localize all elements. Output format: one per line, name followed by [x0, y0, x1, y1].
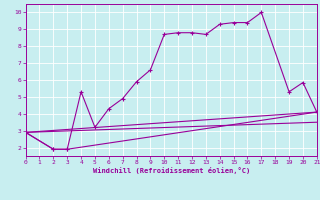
X-axis label: Windchill (Refroidissement éolien,°C): Windchill (Refroidissement éolien,°C)	[92, 167, 250, 174]
